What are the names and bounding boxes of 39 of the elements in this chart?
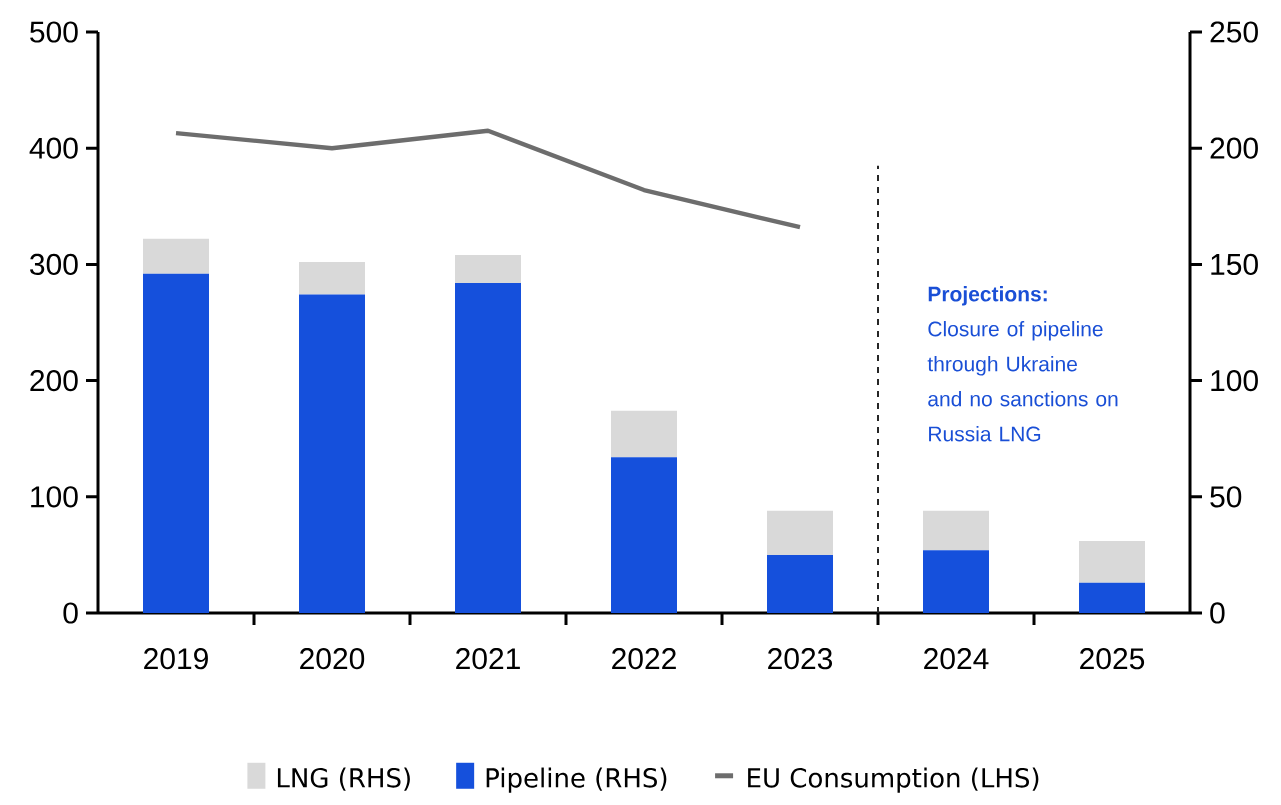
bar	[299, 262, 365, 295]
y2-tick-label: 100	[1211, 369, 1258, 392]
bar	[767, 554, 834, 613]
y-tick-label: 200	[30, 369, 78, 392]
y2-tick-label: 150	[1211, 253, 1258, 276]
bar	[611, 457, 677, 613]
y2-tick-label: 0	[1210, 602, 1225, 624]
y2-tick-label: 250	[1210, 21, 1258, 43]
bar	[455, 282, 521, 613]
x-tick-label: 2021	[456, 648, 520, 670]
bar	[767, 510, 834, 555]
bar	[143, 238, 209, 274]
bar	[1079, 582, 1145, 613]
y-tick-label: 300	[30, 253, 78, 276]
x-tick-label: 2019	[144, 648, 208, 670]
y-tick-label: 0	[63, 602, 78, 624]
annotation: Projections:	[928, 286, 1047, 306]
line-series	[173, 128, 803, 230]
x-tick-label: 2022	[612, 648, 676, 670]
x-tick-label: 2024	[924, 648, 989, 670]
x-tick-label: 2025	[1080, 648, 1145, 670]
bar	[611, 410, 677, 458]
legend-label: LNG (RHS)	[277, 767, 410, 791]
bar	[923, 510, 989, 551]
y2-tick-label: 50	[1210, 486, 1242, 508]
legend-label: Pipeline (RHS)	[486, 767, 667, 793]
x-tick-label: 2020	[300, 648, 365, 670]
y-tick-label: 400	[29, 137, 78, 159]
bar	[1079, 540, 1145, 583]
bar	[455, 255, 521, 283]
y2-tick-label: 200	[1210, 137, 1258, 159]
bar	[143, 273, 209, 613]
x-tick-label: 2023	[768, 648, 833, 670]
y-tick-label: 100	[31, 486, 78, 508]
annotation: Closure of pipeline through Ukraine and no sanctions on Russia LNG	[927, 321, 1118, 442]
bar	[923, 550, 989, 613]
bar	[299, 294, 365, 613]
legend-label: EU Consumption (LHS)	[748, 767, 1039, 793]
y-tick-label: 500	[30, 21, 78, 43]
